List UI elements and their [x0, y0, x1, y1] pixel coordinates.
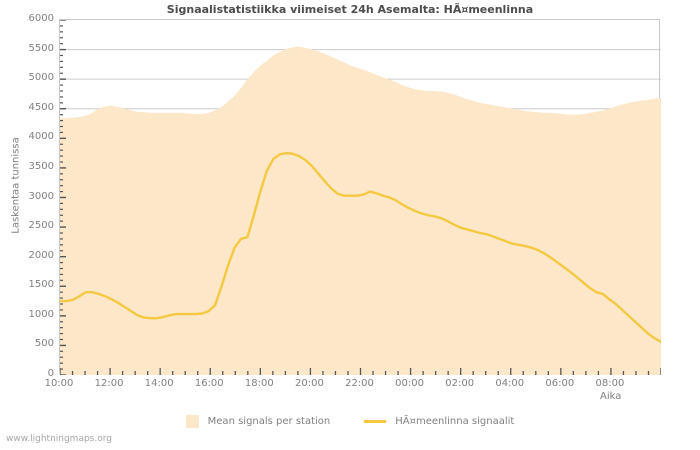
- line-swatch-icon: [364, 419, 387, 423]
- legend-item-hameenlinna: HÃ¤meenlinna signaalit: [364, 416, 514, 427]
- x-tick-label: 04:00: [495, 378, 525, 389]
- plot-area: [59, 19, 661, 375]
- legend-label-hameenlinna: HÃ¤meenlinna signaalit: [395, 415, 515, 427]
- mean-signals-area: [60, 46, 661, 375]
- x-tick-label: 00:00: [395, 378, 424, 389]
- y-tick-label: 2500: [28, 220, 54, 232]
- y-tick-label: 5000: [28, 72, 54, 84]
- y-tick-label: 6000: [28, 13, 54, 24]
- y-tick-label: 0: [47, 368, 54, 379]
- x-tick-label: 06:00: [545, 378, 575, 389]
- chart-title: Signaalistatistiikka viimeiset 24h Asema…: [166, 3, 534, 16]
- x-axis-title: Aika: [600, 391, 622, 402]
- y-tick-label: 1000: [28, 308, 54, 320]
- legend-item-mean-signals: Mean signals per station: [185, 414, 331, 428]
- y-tick-label: 5500: [28, 42, 54, 54]
- y-tick-label: 1500: [28, 279, 54, 291]
- x-tick-label: 02:00: [445, 378, 475, 389]
- x-tick-label: 16:00: [194, 378, 224, 389]
- x-axis-tick-labels: 10:00 12:00 14:00 16:00 18:00 20:00 22:00 00:00…: [44, 378, 625, 389]
- y-tick-label: 2000: [28, 249, 54, 261]
- x-tick-label: 22:00: [345, 378, 374, 389]
- footer-attribution: www.lightningmaps.org: [6, 434, 112, 444]
- x-tick-label: 20:00: [294, 378, 324, 389]
- hameenlinna-signal-line: [60, 151, 661, 344]
- x-tick-label: 18:00: [244, 378, 274, 389]
- x-tick-label: 12:00: [94, 378, 124, 389]
- y-tick-label: 4000: [28, 131, 54, 143]
- x-tick-label: 08:00: [595, 378, 625, 389]
- x-tick-label: 10:00: [44, 378, 74, 389]
- y-tick-label: 500: [34, 338, 54, 350]
- area-swatch-icon: [185, 414, 199, 428]
- y-tick-label: 3500: [28, 160, 54, 172]
- legend-label-mean-signals: Mean signals per station: [207, 415, 331, 427]
- x-tick-label: 14:00: [144, 378, 174, 389]
- y-axis-ticks: [60, 20, 66, 375]
- y-tick-label: 4500: [28, 101, 54, 113]
- chart-legend: Mean signals per station HÃ¤meenlinna si…: [0, 411, 700, 431]
- y-tick-label: 3000: [28, 190, 54, 202]
- x-axis-ticks: [60, 368, 661, 375]
- y-axis-tick-labels: 0 500 1000 1500 2000 2500 3000 3500 4000 4500 5000…: [0, 0, 54, 400]
- chart-svg: [60, 20, 661, 375]
